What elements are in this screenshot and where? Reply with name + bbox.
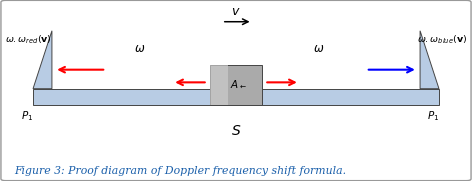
Text: $\omega.\omega_{blue}(\mathbf{v})$: $\omega.\omega_{blue}(\mathbf{v})$ <box>417 33 467 46</box>
Text: $\omega$: $\omega$ <box>313 42 324 55</box>
Text: $S$: $S$ <box>231 124 241 138</box>
Bar <box>210 65 262 105</box>
Text: $\omega$: $\omega$ <box>134 42 145 55</box>
Text: $A_{\leftarrow}$: $A_{\leftarrow}$ <box>230 79 247 91</box>
Polygon shape <box>420 31 439 89</box>
Text: $P_1$: $P_1$ <box>21 110 34 123</box>
Text: $v$: $v$ <box>231 5 241 18</box>
Polygon shape <box>33 31 52 89</box>
Bar <box>210 65 228 105</box>
Bar <box>33 89 439 105</box>
Text: $P_1$: $P_1$ <box>427 110 439 123</box>
Text: Figure 3: Proof diagram of Doppler frequency shift formula.: Figure 3: Proof diagram of Doppler frequ… <box>14 166 346 176</box>
Text: $\omega.\omega_{red}(\mathbf{v})$: $\omega.\omega_{red}(\mathbf{v})$ <box>5 33 51 46</box>
